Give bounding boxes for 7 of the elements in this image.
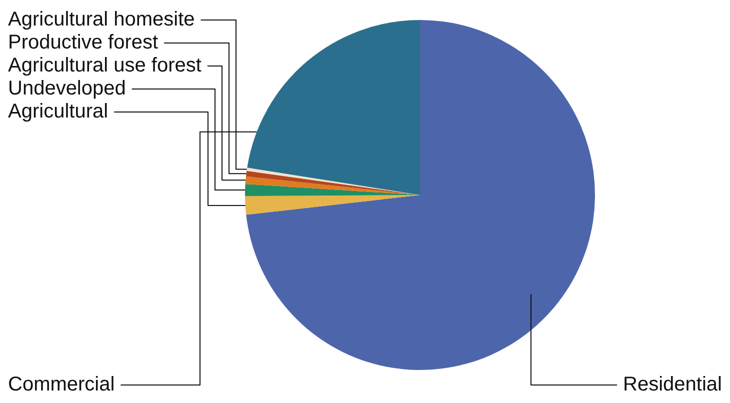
slice-label: Undeveloped	[8, 78, 126, 100]
slice-label: Agricultural use forest	[8, 54, 202, 77]
slice-label: Commercial	[8, 374, 115, 396]
slice-label: Agricultural homesite	[8, 8, 195, 31]
slice-label: Agricultural	[8, 100, 108, 123]
slice-label: Productive forest	[8, 32, 159, 54]
slice-label: Residential	[623, 374, 722, 396]
